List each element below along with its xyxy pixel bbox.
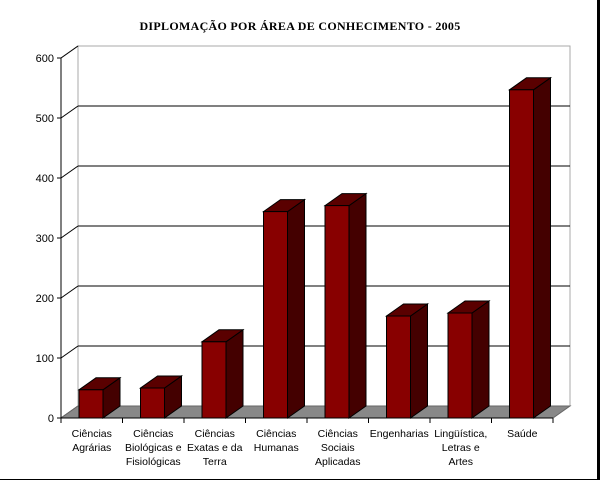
- x-category-label: Ciências Humanas: [254, 428, 299, 454]
- y-tick-label: 500: [36, 113, 54, 125]
- bar-front: [386, 315, 411, 419]
- bar: [138, 375, 184, 419]
- gridline-diagonal: [60, 165, 79, 179]
- gridline-diagonal: [60, 285, 79, 299]
- bar-side: [410, 303, 428, 419]
- bar: [507, 76, 553, 419]
- bar-side: [348, 192, 367, 419]
- bar: [323, 192, 368, 419]
- x-category-line: Ciências: [133, 428, 173, 440]
- x-category-line: Biológicas e: [125, 442, 182, 454]
- gridline-diagonal: [60, 225, 79, 239]
- bar: [77, 376, 122, 419]
- x-category-label: Ciências Exatas e da Terra: [187, 428, 243, 468]
- bar-side: [471, 300, 490, 419]
- bar-front: [324, 205, 350, 419]
- bar: [261, 198, 307, 419]
- y-tick-label: 300: [36, 233, 54, 245]
- bar: [446, 300, 491, 419]
- gridline-diagonal: [60, 105, 79, 119]
- floor: [59, 405, 572, 419]
- bar-front: [263, 211, 288, 419]
- x-category-line: Terra: [203, 456, 227, 468]
- bar-side: [225, 328, 244, 419]
- x-category-line: Fisiológicas: [126, 456, 181, 468]
- gridline-diagonal: [60, 345, 79, 359]
- x-category-label: Saúde: [507, 428, 538, 440]
- x-category-line: Sociais: [321, 442, 355, 454]
- bar: [200, 328, 245, 419]
- x-category-line: Ciências: [72, 428, 112, 440]
- bar-side: [287, 198, 305, 419]
- y-tick-label: 100: [36, 353, 54, 365]
- y-tick-label: 400: [36, 173, 54, 185]
- bar: [384, 303, 430, 419]
- bar-side: [533, 76, 551, 419]
- bar-front: [78, 389, 104, 419]
- x-category-label: Engenharias: [370, 428, 429, 440]
- gridline-diagonal: [60, 45, 79, 59]
- x-category-line: Ciências: [195, 428, 235, 440]
- bar-front: [140, 387, 165, 419]
- x-category-line: Ciências: [318, 428, 358, 440]
- x-category-label: Ciências Biológicas e Fisiológicas: [125, 428, 182, 468]
- y-tick-label: 600: [36, 53, 54, 65]
- x-category-line: Agrárias: [72, 442, 111, 454]
- y-tick-label: 0: [48, 413, 54, 425]
- x-category-line: Artes: [448, 456, 473, 468]
- chart-title: DIPLOMAÇÃO POR ÁREA DE CONHECIMENTO - 20…: [139, 19, 461, 33]
- x-category-line: Ciências: [256, 428, 296, 440]
- x-category-line: Aplicadas: [315, 456, 361, 468]
- bar-front: [509, 89, 534, 419]
- x-category-line: Engenharias: [370, 428, 429, 440]
- x-category-label: Ciências Sociais Aplicadas: [315, 428, 361, 468]
- x-category-line: Humanas: [254, 442, 299, 454]
- x-category-label: Ciências Agrárias: [72, 428, 112, 454]
- x-category-label: Lingüística, Letras e Artes: [434, 428, 487, 468]
- x-category-line: Lingüística,: [434, 428, 487, 440]
- y-tick-label: 200: [36, 293, 54, 305]
- bar-front: [447, 312, 473, 419]
- x-category-line: Letras e: [442, 442, 480, 454]
- x-category-line: Exatas e da: [187, 442, 243, 454]
- x-category-line: Saúde: [507, 428, 538, 440]
- bar-front: [201, 341, 227, 419]
